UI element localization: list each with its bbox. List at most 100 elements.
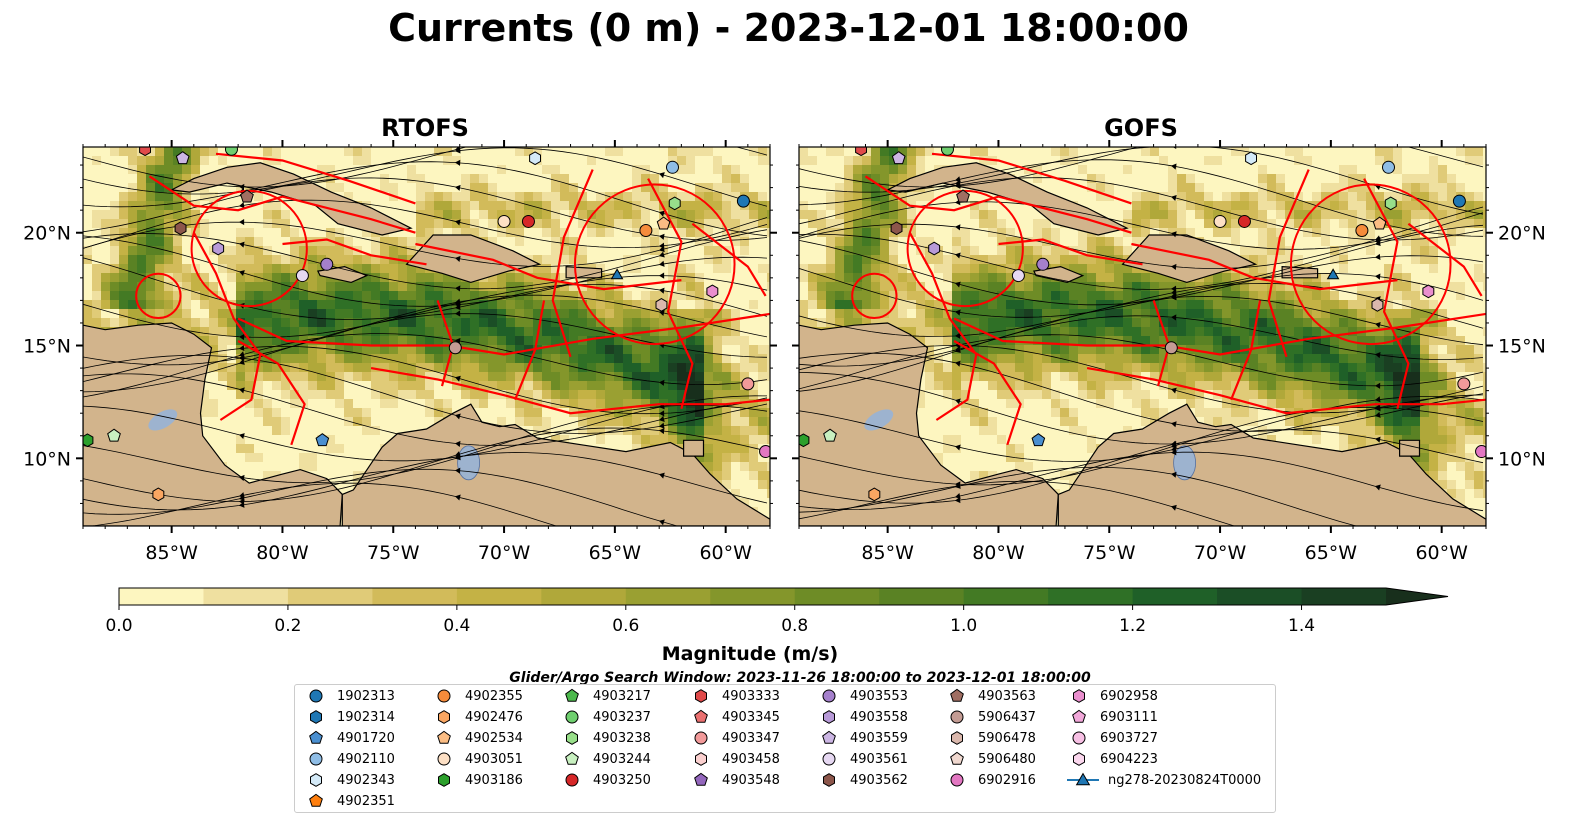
legend-label: 4902351 — [337, 793, 395, 809]
legend-label: 1902313 — [337, 688, 395, 704]
legend-label: 4903458 — [722, 751, 780, 767]
streamline — [83, 427, 768, 502]
eez-circle — [906, 189, 1024, 308]
streamline-arrow — [1375, 321, 1381, 328]
legend-hexagon-icon — [310, 773, 322, 787]
legend-pentagon-icon — [437, 730, 451, 744]
streamline-arrow — [455, 219, 461, 226]
streamline — [799, 201, 1484, 250]
marker-5906478 — [1371, 298, 1384, 312]
streamline-arrow — [955, 360, 961, 367]
streamline — [83, 333, 768, 398]
legend-item: 6903111 — [1066, 707, 1158, 727]
streamline-arrow — [659, 251, 665, 258]
eez-boundaries — [135, 152, 770, 446]
streamline-arrow — [455, 494, 461, 501]
marker-4903562 — [174, 221, 187, 236]
streamline — [83, 345, 768, 415]
map-panels: 85°W 80°W 75°W 70°W 65°W 60°W20°N15°N10°N85°W… — [23, 140, 1546, 564]
marker-4903051 — [497, 214, 511, 228]
marker-4903561 — [1011, 269, 1025, 283]
legend-item: 4901720 — [303, 728, 395, 748]
streamline-arrow — [1171, 231, 1177, 238]
streamline-arrow — [659, 550, 665, 556]
streamline-arrow — [455, 413, 461, 420]
legend-item: 4903558 — [816, 707, 908, 727]
map-frame — [798, 146, 1487, 527]
streamline-arrow — [1375, 382, 1381, 389]
legend-label: 5906478 — [978, 730, 1036, 746]
legend-pentagon-icon — [565, 751, 579, 765]
legend-marker-icon — [1073, 689, 1085, 703]
marker-4903238 — [1384, 196, 1397, 211]
legend-marker-icon — [822, 689, 836, 703]
streamline — [83, 355, 768, 434]
lon-tick-label: 70°W — [1194, 542, 1247, 564]
legend-marker-icon — [694, 731, 708, 745]
legend-label: 4903345 — [722, 709, 780, 725]
eez-line — [953, 340, 1022, 446]
lon-tick-label: 60°W — [1415, 542, 1468, 564]
legend-item: 4903559 — [816, 728, 908, 748]
streamline-arrow — [1375, 253, 1381, 260]
legend-label: 5906480 — [978, 751, 1036, 767]
streamline-arrow — [455, 285, 461, 292]
legend-item: 1902314 — [303, 707, 395, 727]
streamline-arrow — [1375, 352, 1381, 359]
lon-tick-label: 75°W — [367, 542, 420, 564]
legend-hexagon-icon — [1073, 752, 1085, 766]
marker-1902313 — [1452, 194, 1466, 208]
streamline-arrow — [659, 379, 665, 386]
legend-item: 4903553 — [816, 686, 908, 706]
lake-maracaibo — [457, 445, 481, 481]
streamline-arrow — [659, 246, 665, 253]
streamline-arrow — [1171, 314, 1177, 321]
legend-marker-icon — [694, 709, 708, 723]
legend-marker-icon — [822, 752, 836, 766]
streamline — [799, 159, 1484, 237]
land-mass — [317, 265, 369, 284]
legend-item: 4903548 — [688, 770, 780, 790]
legend-label: 6903727 — [1100, 730, 1158, 746]
legend-marker-icon — [565, 688, 579, 702]
legend-circle-icon — [694, 731, 708, 745]
marker-4902476 — [868, 487, 881, 502]
streamline — [799, 295, 1484, 367]
streamline-arrow — [455, 440, 461, 448]
streamline-arrow — [1171, 263, 1177, 270]
legend-label: 4901720 — [337, 730, 395, 746]
legend-item: 4902351 — [303, 791, 395, 811]
streamline-arrow — [659, 519, 665, 526]
streamline-arrow — [1375, 484, 1381, 491]
streamline — [83, 147, 768, 188]
eez-line — [514, 300, 546, 401]
streamline — [83, 395, 768, 462]
streamline-arrow — [239, 492, 245, 499]
legend-item: 4903238 — [559, 728, 651, 748]
eez-line — [148, 175, 416, 234]
streamline-arrow — [1171, 421, 1177, 428]
lon-tick-label: 75°W — [1083, 542, 1136, 564]
streamline-arrow — [955, 444, 961, 451]
marker-6902916 — [759, 445, 770, 459]
marker-4902110 — [665, 160, 679, 174]
streamline-arrow — [455, 304, 461, 311]
streamline-arrow — [955, 496, 961, 504]
streamline — [799, 480, 1236, 526]
marker-4903558 — [928, 241, 941, 256]
streamline — [83, 373, 768, 446]
streamline-arrow — [659, 427, 665, 435]
streamline-arrow — [239, 433, 245, 440]
marker-4902476 — [152, 487, 165, 502]
marker-4901720 — [1031, 433, 1046, 447]
legend-item: 4902110 — [303, 749, 395, 769]
marker-4903553 — [1036, 257, 1050, 271]
legend-hexagon-icon — [438, 773, 450, 787]
streamline-arrow — [1171, 289, 1177, 296]
float-markers — [799, 147, 1486, 502]
eez-line — [1230, 300, 1262, 401]
streamline-arrow — [955, 176, 961, 183]
streamline — [83, 313, 768, 393]
streamline-arrow — [239, 387, 245, 394]
marker-4902110 — [1381, 160, 1395, 174]
